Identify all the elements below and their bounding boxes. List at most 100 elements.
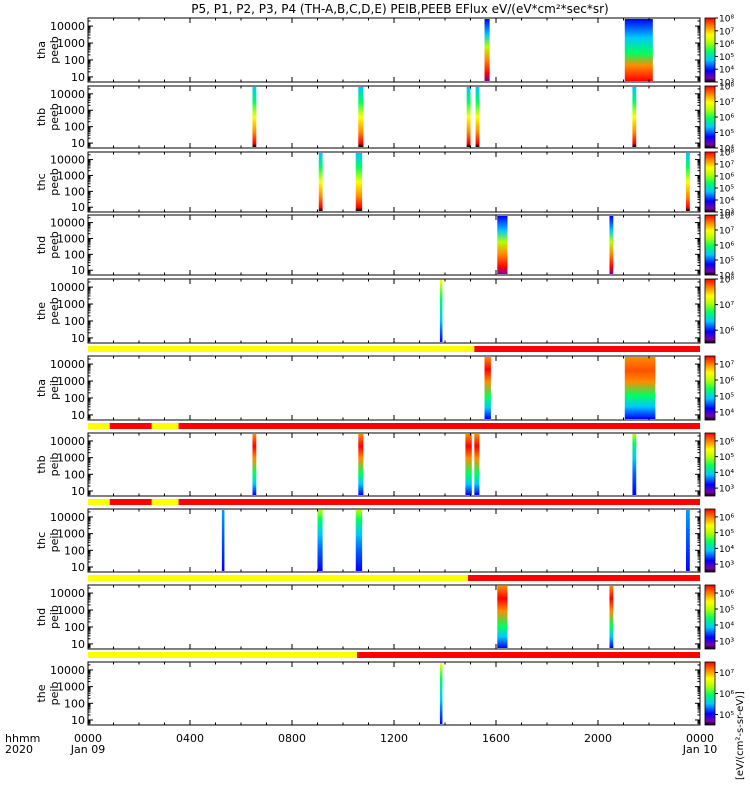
colorbar-tick-label: 10⁴ xyxy=(719,469,734,479)
x-tick-label: 0000 xyxy=(74,732,102,745)
panel-label-probe: thb xyxy=(35,108,48,126)
mode-bar-segment xyxy=(88,346,475,352)
y-tick-label: 1000 xyxy=(57,528,85,541)
colorbar-tick-label: 10³ xyxy=(719,638,734,648)
chart-title: P5, P1, P2, P3, P4 (TH-A,B,C,D,E) PEIB,P… xyxy=(191,2,608,16)
x-axis-label-year: 2020 xyxy=(5,743,33,756)
colorbar xyxy=(704,85,716,149)
colorbar xyxy=(704,278,716,344)
colorbar-tick-label: 10⁵ xyxy=(719,257,734,267)
y-tick-label: 100 xyxy=(64,697,85,710)
mode-bar-segment xyxy=(151,423,179,429)
y-tick-label: 1000 xyxy=(57,452,85,465)
y-tick-label: 1000 xyxy=(57,232,85,245)
panel-label-probe: tha xyxy=(35,41,48,59)
y-tick-label: 10000 xyxy=(50,281,85,294)
colorbar-tick-label: 10⁶ xyxy=(719,173,734,183)
panel-label-probe: thc xyxy=(35,173,48,190)
colorbar xyxy=(704,214,716,276)
spectrogram-burst xyxy=(252,434,257,495)
y-tick-label: 10000 xyxy=(50,358,85,371)
spectrogram-burst xyxy=(685,510,690,571)
panel-frame xyxy=(87,432,701,497)
spectrogram-burst xyxy=(624,357,656,419)
spectrogram-burst xyxy=(439,663,443,724)
colorbar xyxy=(704,151,716,213)
y-tick-label: 10000 xyxy=(50,435,85,448)
colorbar-tick-label: 10⁵ xyxy=(719,393,734,403)
mode-bar-segment xyxy=(88,423,110,429)
panel-frame xyxy=(87,278,701,344)
mode-bar-segment xyxy=(474,346,700,352)
colorbar-label: [eV/(cm²-s-sr-eV)] xyxy=(735,691,746,780)
panel-label-probe: the xyxy=(35,684,48,702)
colorbar-tick-label: 10⁶ xyxy=(719,40,734,50)
y-tick-label: 10000 xyxy=(50,217,85,230)
x-date-label: Jan 10 xyxy=(682,743,717,756)
y-tick-label: 1000 xyxy=(57,104,85,117)
y-tick-label: 1000 xyxy=(57,604,85,617)
x-tick-label: 0800 xyxy=(278,732,306,745)
colorbar-tick-label: 10⁷ xyxy=(719,227,734,237)
spectrogram-burst xyxy=(497,586,508,648)
panel-label-probe: thb xyxy=(35,455,48,473)
panel-frame xyxy=(87,17,701,83)
panel-label-probe: thd xyxy=(35,608,48,626)
mode-bar-segment xyxy=(109,423,152,429)
colorbar-tick-label: 10³ xyxy=(719,561,734,571)
panel-frame xyxy=(87,151,701,213)
spectrogram-burst xyxy=(318,153,323,211)
y-tick-label: 100 xyxy=(64,544,85,557)
panel-label-product: peeb xyxy=(48,297,61,325)
y-tick-label: 10 xyxy=(71,332,85,345)
colorbar-tick-label: 10⁵ xyxy=(719,129,734,139)
x-date-label: Jan 09 xyxy=(70,743,105,756)
spectrogram-burst xyxy=(355,153,363,211)
spectrogram-burst xyxy=(221,510,225,571)
x-tick-label: 1200 xyxy=(380,732,408,745)
spectrogram-burst xyxy=(252,87,257,147)
panel-label-product: peib xyxy=(48,605,61,629)
colorbar-tick-label: 10⁵ xyxy=(719,453,734,463)
colorbar-tick-label: 10⁷ xyxy=(719,301,734,311)
y-tick-label: 10 xyxy=(71,714,85,727)
mode-bar-segment xyxy=(88,499,110,505)
x-axis-label-hhmm: hhmm xyxy=(5,732,40,745)
y-tick-label: 100 xyxy=(64,185,85,198)
colorbar-tick-label: 10⁶ xyxy=(719,513,734,523)
mode-bar-segment xyxy=(178,499,700,505)
colorbar-tick-label: 10⁴ xyxy=(719,409,734,419)
panel-label-probe: tha xyxy=(35,379,48,397)
colorbar-tick-label: 10⁶ xyxy=(719,114,734,124)
x-tick-label: 0400 xyxy=(176,732,204,745)
spectrogram-burst xyxy=(609,586,614,648)
colorbar-tick-label: 10⁶ xyxy=(719,377,734,387)
y-tick-label: 10000 xyxy=(50,587,85,600)
colorbar xyxy=(704,17,716,83)
y-tick-label: 10000 xyxy=(50,154,85,167)
spectrogram-burst xyxy=(466,87,471,147)
panel-label-probe: the xyxy=(35,302,48,320)
spectrogram-burst xyxy=(632,87,637,147)
y-tick-label: 100 xyxy=(64,248,85,261)
colorbar-tick-label: 10⁶ xyxy=(719,690,734,700)
y-tick-label: 100 xyxy=(64,621,85,634)
panel-frame xyxy=(87,355,701,421)
y-tick-label: 1000 xyxy=(57,298,85,311)
colorbar-tick-label: 10⁷ xyxy=(719,161,734,171)
panel-frame xyxy=(87,85,701,149)
spectrogram-burst xyxy=(685,153,690,211)
y-tick-label: 1000 xyxy=(57,37,85,50)
spectrogram-burst xyxy=(439,280,443,342)
panel-label-product: peib xyxy=(48,682,61,706)
colorbar-tick-label: 10⁴ xyxy=(719,545,734,555)
y-tick-label: 10 xyxy=(71,638,85,651)
spectrogram-burst xyxy=(497,216,508,274)
